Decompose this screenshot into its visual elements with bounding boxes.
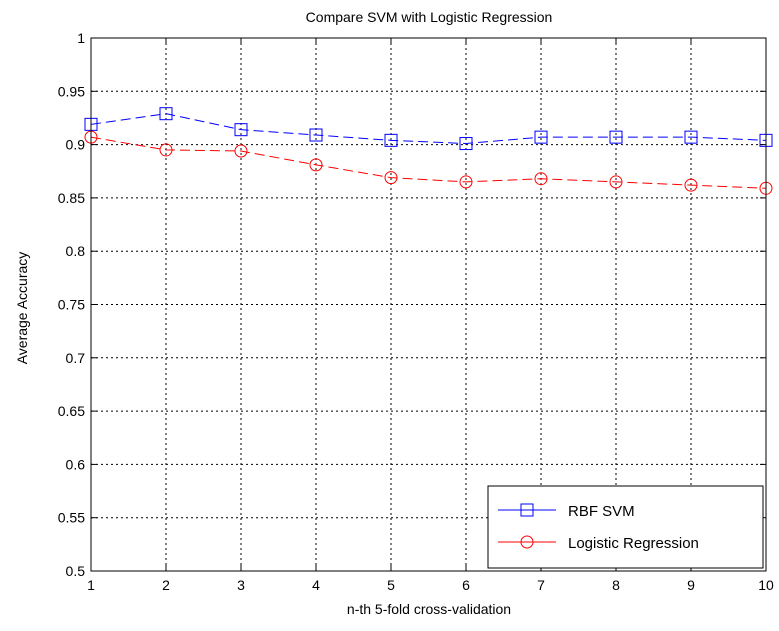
y-tick-label: 0.55	[58, 510, 85, 526]
data-point	[459, 137, 473, 151]
series-line	[90, 113, 767, 145]
x-tick-label: 9	[687, 577, 695, 593]
y-tick-label: 0.5	[66, 563, 86, 579]
legend-label: Logistic Regression	[568, 535, 699, 552]
x-tick-label: 10	[758, 577, 774, 593]
data-point	[384, 133, 398, 147]
y-tick-label: 0.65	[58, 403, 85, 419]
y-tick-label: 0.8	[66, 243, 86, 259]
data-point	[234, 123, 248, 137]
legend-label: RBF SVM	[568, 503, 635, 520]
legend-entry: RBF SVM	[498, 503, 635, 520]
legend-box	[487, 485, 764, 569]
series-group	[84, 107, 773, 195]
data-point	[459, 175, 473, 189]
legend-marker	[520, 503, 534, 517]
grid	[91, 38, 766, 571]
series-2	[84, 130, 773, 195]
data-point	[234, 144, 248, 158]
data-point	[159, 107, 173, 121]
y-tick-label: 0.6	[66, 456, 86, 472]
data-point	[534, 172, 548, 186]
data-point	[684, 178, 698, 192]
legend-marker	[520, 535, 534, 549]
data-point	[684, 130, 698, 144]
x-axis-label: n-th 5-fold cross-validation	[347, 601, 511, 617]
data-point	[309, 128, 323, 142]
chart-title: Compare SVM with Logistic Regression	[306, 9, 553, 25]
y-axis-label: Average Accuracy	[14, 252, 30, 365]
data-point	[159, 143, 173, 157]
legend-entry: Logistic Regression	[498, 535, 699, 552]
ticks: 1 2 3 4 5 6 7 8 9 10 0.5 0.55 0.6 0.65 0.7 0.75 0.8 0.85 0…	[58, 30, 774, 593]
series-line	[90, 136, 767, 189]
y-tick-label: 0.7	[66, 350, 86, 366]
x-tick-label: 7	[537, 577, 545, 593]
x-tick-label: 1	[87, 577, 95, 593]
x-tick-label: 3	[237, 577, 245, 593]
x-tick-label: 8	[612, 577, 620, 593]
x-tick-label: 6	[462, 577, 470, 593]
y-tick-label: 0.75	[58, 297, 85, 313]
data-point	[309, 158, 323, 172]
data-point	[534, 130, 548, 144]
data-point	[609, 175, 623, 189]
y-tick-label: 1	[77, 30, 85, 46]
legend: RBF SVM Logistic Regression	[487, 485, 764, 569]
series-1	[84, 107, 773, 151]
x-tick-label: 5	[387, 577, 395, 593]
data-point	[609, 130, 623, 144]
y-tick-label: 0.95	[58, 83, 85, 99]
y-tick-label: 0.85	[58, 190, 85, 206]
y-tick-label: 0.9	[66, 137, 86, 153]
x-tick-label: 2	[162, 577, 170, 593]
data-point	[384, 171, 398, 185]
x-tick-label: 4	[312, 577, 320, 593]
